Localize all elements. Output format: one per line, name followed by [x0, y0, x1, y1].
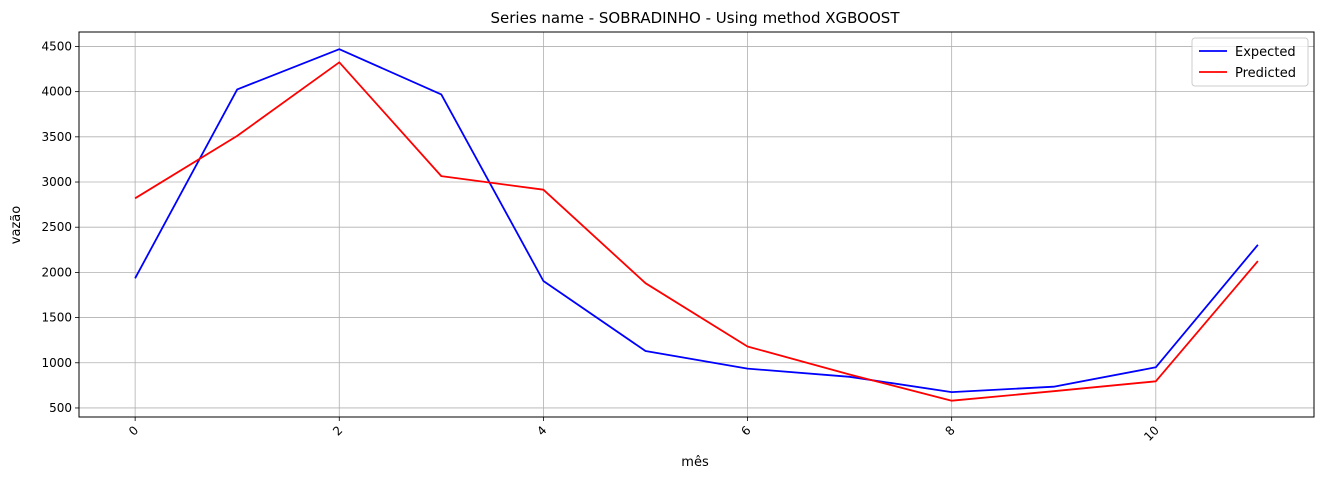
y-tick-label: 1000	[41, 356, 72, 370]
x-axis-label: mês	[681, 455, 709, 470]
x-tick-label: 4	[534, 423, 549, 438]
x-tick-label: 2	[330, 423, 345, 438]
series-line-expected	[134, 48, 1259, 394]
x-axis-ticks: 0 2 4 6 8 10	[126, 417, 1162, 444]
chart-title: Series name - SOBRADINHO - Using method …	[491, 9, 901, 27]
legend-label-predicted: Predicted	[1235, 66, 1296, 81]
y-axis-label: vazão	[9, 206, 24, 244]
y-tick-label: 4000	[41, 85, 72, 99]
grid	[79, 32, 1314, 417]
x-tick-label: 10	[1141, 423, 1162, 444]
y-tick-label: 500	[49, 401, 72, 415]
x-tick-label: 0	[126, 423, 141, 438]
y-tick-label: 2000	[41, 265, 72, 279]
y-axis-ticks: 500 1000 1500 2000 2500 3000 3500 4000 4500	[41, 39, 79, 415]
plot-area-frame	[78, 31, 1315, 418]
y-tick-label: 4500	[41, 39, 72, 53]
y-tick-label: 1500	[41, 311, 72, 325]
y-tick-label: 2500	[41, 220, 72, 234]
y-tick-label: 3000	[41, 175, 72, 189]
legend-label-expected: Expected	[1235, 45, 1296, 60]
x-tick-label: 6	[738, 423, 753, 438]
y-tick-label: 3500	[41, 130, 72, 144]
series-lines	[134, 48, 1259, 402]
series-line-predicted	[134, 61, 1259, 402]
x-tick-label: 8	[942, 423, 957, 438]
legend-box	[1191, 37, 1309, 87]
legend: Expected Predicted	[1191, 37, 1309, 87]
